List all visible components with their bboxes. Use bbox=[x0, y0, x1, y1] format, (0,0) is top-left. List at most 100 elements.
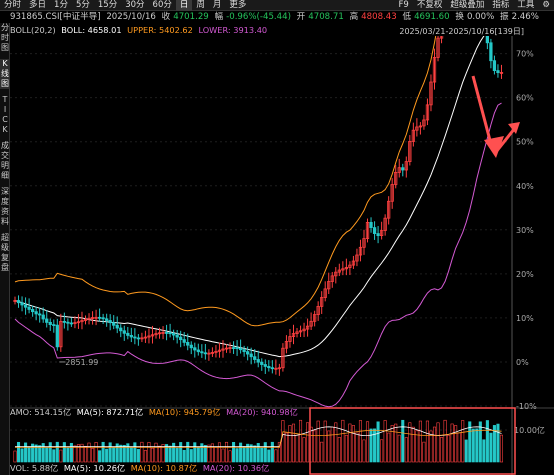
amo-legend: AMO: 514.15亿 MA(5): 872.71亿 MA(10): 945.… bbox=[10, 407, 554, 418]
volume-bar bbox=[478, 421, 482, 463]
candle-body bbox=[16, 300, 21, 304]
timeframe-tab-5[interactable]: 30分 bbox=[125, 0, 145, 10]
sidebar-char-5[interactable]: 线 bbox=[0, 69, 10, 79]
volume-bar bbox=[475, 428, 479, 463]
toolbar-item-1[interactable]: 不复权 bbox=[416, 0, 443, 10]
sidebar-char-16[interactable]: 细 bbox=[1, 171, 9, 180]
sidebar-char-21[interactable]: 料 bbox=[1, 217, 9, 226]
timeframe-tab-4[interactable]: 15分 bbox=[97, 0, 118, 10]
volume-bar bbox=[143, 450, 147, 463]
candle-body bbox=[284, 341, 289, 349]
y-tick-label: 40% bbox=[516, 182, 534, 191]
sidebar-char-4[interactable]: K bbox=[0, 59, 10, 69]
volume-bar bbox=[87, 442, 91, 463]
candle-body bbox=[140, 337, 144, 340]
timeframe-tab-6[interactable]: 60分 bbox=[152, 0, 172, 10]
volume-bar bbox=[105, 448, 109, 463]
volume-bar bbox=[373, 428, 377, 463]
volume-bar bbox=[443, 419, 447, 463]
candle-body bbox=[485, 36, 490, 44]
candle-body bbox=[69, 322, 74, 325]
volume-bar bbox=[397, 434, 401, 463]
timeframe-tab-10[interactable]: 更多 bbox=[229, 0, 247, 10]
volume-bar bbox=[126, 443, 130, 463]
sidebar-char-24[interactable]: 级 bbox=[1, 243, 9, 252]
timeframe-tab-7[interactable]: 日 bbox=[175, 0, 193, 11]
candle-body bbox=[316, 305, 320, 315]
volume-bar bbox=[450, 423, 454, 463]
sidebar-char-19[interactable]: 度 bbox=[1, 197, 9, 206]
candle-body bbox=[242, 349, 246, 353]
sidebar-char-14[interactable]: 交 bbox=[1, 151, 9, 160]
candle-body bbox=[439, 36, 444, 39]
volume-bar bbox=[210, 443, 214, 463]
volume-bar bbox=[464, 439, 468, 463]
amo-value: AMO: 514.15亿 bbox=[10, 407, 72, 417]
candle-body bbox=[305, 325, 310, 330]
candle-body bbox=[390, 184, 394, 202]
sidebar-char-10[interactable]: C bbox=[2, 115, 8, 124]
sidebar-char-15[interactable]: 明 bbox=[1, 161, 9, 170]
timeframe-tab-2[interactable]: 1分 bbox=[54, 0, 68, 10]
toolbar-item-3[interactable]: 指标 bbox=[492, 0, 510, 10]
candle-body bbox=[189, 344, 193, 349]
candle-body bbox=[45, 318, 49, 323]
candle-body bbox=[80, 320, 84, 323]
volume-bar bbox=[16, 441, 21, 463]
timeframe-tab-3[interactable]: 5分 bbox=[75, 0, 90, 10]
sidebar-char-9[interactable]: I bbox=[3, 105, 7, 114]
sidebar-char-13[interactable]: 成 bbox=[1, 141, 9, 150]
sidebar-char-0[interactable]: 分 bbox=[1, 23, 9, 32]
amplitude-value: 2.46% bbox=[511, 12, 539, 22]
candle-body bbox=[376, 233, 380, 237]
volume-bar bbox=[147, 442, 151, 463]
vol-value: VOL: 5.88亿 bbox=[10, 463, 59, 473]
candle-body bbox=[394, 172, 398, 185]
timeframe-tab-9[interactable]: 月 bbox=[212, 0, 222, 10]
sidebar-char-23[interactable]: 超 bbox=[1, 233, 9, 242]
sidebar-char-20[interactable]: 资 bbox=[1, 207, 9, 216]
amo-ma20: MA(20): 940.98亿 bbox=[226, 407, 298, 417]
sidebar-char-1[interactable]: 时 bbox=[1, 33, 9, 42]
candle-body bbox=[341, 268, 345, 271]
volume-bar bbox=[380, 439, 384, 463]
candle-body bbox=[147, 335, 151, 338]
toolbar-item-4[interactable]: 工具 bbox=[517, 0, 535, 10]
candle-body bbox=[260, 361, 264, 365]
sidebar-char-2[interactable]: 图 bbox=[1, 43, 9, 52]
volume-bar bbox=[207, 444, 211, 463]
sidebar-char-6[interactable]: 图 bbox=[0, 79, 10, 89]
volume-bar bbox=[235, 448, 239, 463]
candle-body bbox=[143, 336, 148, 339]
volume-bar bbox=[284, 432, 288, 463]
sidebar-char-11[interactable]: K bbox=[2, 125, 8, 134]
candle-body bbox=[168, 332, 172, 335]
timeframe-tab-8[interactable]: 周 bbox=[196, 0, 205, 10]
toolbar-item-0[interactable]: F9 bbox=[398, 0, 409, 10]
volume-bar bbox=[41, 443, 45, 463]
candle-body bbox=[52, 324, 56, 326]
volume-bar bbox=[119, 444, 123, 463]
candle-body bbox=[351, 260, 356, 266]
volume-bar bbox=[91, 448, 95, 463]
volume-bar bbox=[320, 441, 324, 463]
volume-bar bbox=[425, 420, 429, 463]
volume-bar bbox=[45, 447, 49, 463]
candlestick-chart[interactable]: 10.00亿 70% 60% 50% 40% 30% 20% 10% 0% -10% 5412.… bbox=[10, 36, 554, 475]
sidebar-char-18[interactable]: 深 bbox=[1, 187, 9, 196]
volume-bar bbox=[457, 432, 461, 463]
sidebar-char-25[interactable]: 复 bbox=[1, 253, 9, 262]
candle-body bbox=[129, 335, 133, 338]
sidebar-char-26[interactable]: 盘 bbox=[1, 263, 9, 272]
gear-icon[interactable]: ⚙ bbox=[542, 0, 550, 10]
candle-body bbox=[302, 328, 306, 332]
amo-ma5: MA(5): 872.71亿 bbox=[76, 407, 144, 417]
timeframe-tab-0[interactable]: 分时 bbox=[4, 0, 22, 10]
sidebar-char-8[interactable]: T bbox=[2, 95, 8, 104]
toolbar-item-2[interactable]: 超级叠加 bbox=[450, 0, 485, 10]
volume-bar bbox=[306, 422, 310, 463]
volume-bar bbox=[161, 444, 165, 463]
candle-body bbox=[179, 336, 183, 341]
timeframe-tab-1[interactable]: 多日 bbox=[29, 0, 47, 10]
volume-tick-label: 10.00亿 bbox=[514, 425, 545, 435]
